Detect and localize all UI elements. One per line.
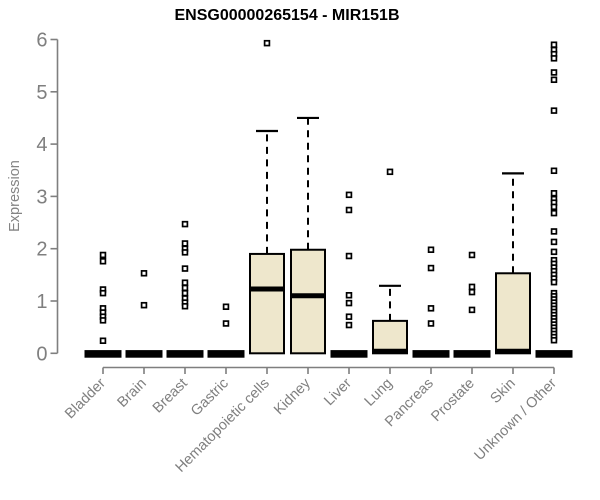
outlier-point <box>550 167 558 175</box>
outlier-point <box>550 76 558 84</box>
zero-bar <box>207 350 245 358</box>
y-axis-label: Expression <box>7 160 23 232</box>
y-tick-label: 5 <box>36 82 47 104</box>
y-tick-label: 1 <box>36 291 47 313</box>
box <box>290 248 326 355</box>
outlier-point <box>181 265 189 272</box>
y-tick-label: 3 <box>36 186 47 208</box>
x-category-label: Skin <box>488 376 519 407</box>
outlier-point <box>181 249 189 256</box>
outlier-point <box>99 289 107 297</box>
outlier-point <box>99 317 107 324</box>
outlier-point <box>550 55 558 62</box>
outlier-point <box>181 220 189 228</box>
outlier-point <box>468 283 476 291</box>
x-category-label: Breast <box>150 376 191 417</box>
x-category-label: Brain <box>115 376 150 411</box>
zero-bar <box>84 350 122 358</box>
box <box>495 272 531 355</box>
chart-title: ENSG00000265154 - MIR151B <box>174 7 400 24</box>
outlier-point <box>345 252 353 260</box>
y-tick-label: 0 <box>36 343 47 365</box>
outlier-point <box>263 39 271 47</box>
zero-bar <box>535 350 573 358</box>
outlier-point <box>427 264 435 272</box>
x-category-label: Bladder <box>62 375 109 422</box>
outlier-point <box>140 301 148 309</box>
x-category-label: Prostate <box>428 376 477 425</box>
outlier-point <box>427 320 435 327</box>
outlier-point <box>550 238 558 246</box>
outlier-point <box>386 168 394 176</box>
y-tick-label: 2 <box>36 239 47 261</box>
outlier-point <box>99 337 107 344</box>
outlier-point <box>345 291 353 299</box>
outlier-point <box>345 313 353 320</box>
zero-bar <box>412 350 450 358</box>
x-category-label: Kidney <box>271 375 314 418</box>
outlier-point <box>140 270 148 277</box>
outlier-point <box>181 284 189 292</box>
outlier-point <box>427 305 435 312</box>
outlier-point <box>550 209 558 217</box>
box <box>249 252 285 355</box>
y-tick-label: 4 <box>36 134 47 156</box>
outlier-point <box>550 41 558 48</box>
outlier-point <box>99 251 107 259</box>
outlier-point <box>222 303 230 311</box>
zero-bar <box>453 350 491 358</box>
x-category-label: Liver <box>321 375 355 409</box>
outlier-point <box>468 306 476 314</box>
outlier-point <box>181 289 189 297</box>
zero-bar <box>125 350 163 358</box>
box <box>372 319 408 355</box>
outlier-point <box>99 258 107 265</box>
outlier-point <box>181 302 189 310</box>
outlier-point <box>427 246 435 253</box>
outlier-point <box>345 321 353 329</box>
zero-bar <box>330 350 368 358</box>
y-tick-label: 6 <box>36 30 47 52</box>
outlier-point <box>550 228 558 235</box>
outlier-point <box>345 299 353 307</box>
outlier-point <box>550 203 558 211</box>
outlier-point <box>181 279 189 286</box>
x-category-label: Lung <box>362 376 396 410</box>
outlier-point <box>345 206 353 214</box>
outlier-point <box>345 191 353 199</box>
outlier-point <box>222 320 230 327</box>
outlier-point <box>550 336 558 344</box>
outlier-point <box>550 69 558 76</box>
outlier-point <box>550 278 558 286</box>
outlier-point <box>550 107 558 114</box>
outlier-point <box>468 288 476 296</box>
outlier-point <box>181 240 189 247</box>
outlier-point <box>550 248 558 256</box>
outlier-point <box>468 251 476 259</box>
zero-bar <box>166 350 204 358</box>
outlier-point <box>550 190 558 197</box>
